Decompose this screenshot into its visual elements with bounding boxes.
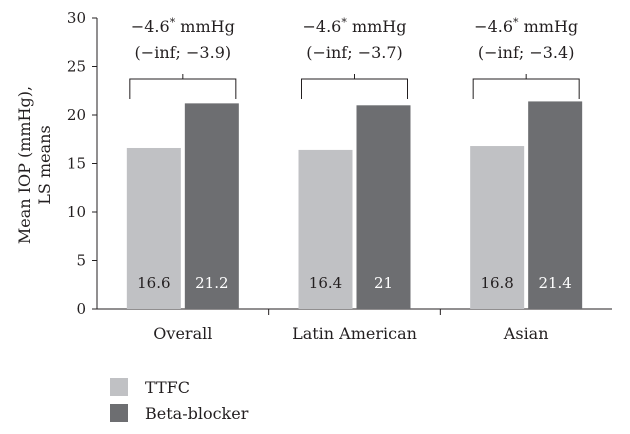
y-tick-label: 5 [76,252,86,270]
difference-annotation: −4.6* mmHg [303,16,407,36]
confidence-interval-annotation: (−inf; −3.7) [306,43,403,62]
y-axis-title: Mean IOP (mmHg), LS means [15,86,54,244]
bar [184,103,239,309]
bar [356,105,411,309]
y-tick-label: 0 [76,300,86,318]
bar-value-label: 16.4 [309,274,342,292]
legend-label: Beta-blocker [145,404,249,423]
confidence-interval-annotation: (−inf; −3.9) [135,43,232,62]
y-tick-label: 25 [67,58,86,76]
x-category-label: Latin American [292,324,417,343]
y-axis-label-line-1: Mean IOP (mmHg), [15,86,34,244]
comparison-bracket [472,78,580,99]
y-axis-label-line-2: LS means [35,125,54,204]
difference-annotation: −4.6* mmHg [474,16,578,36]
y-tick-label: 20 [67,106,86,124]
bar-value-label: 16.6 [137,274,170,292]
bar-value-label: 16.8 [480,274,513,292]
bar-value-label: 21.2 [195,274,228,292]
y-tick-label: 10 [67,203,86,221]
x-category-label: Asian [503,324,549,343]
difference-annotation: −4.6* mmHg [131,16,235,36]
x-category-label: Overall [153,324,212,343]
legend-label: TTFC [145,378,190,397]
y-tick-label: 30 [67,9,86,27]
bar [126,147,181,309]
confidence-interval-annotation: (−inf; −3.4) [478,43,575,62]
bar-value-label: 21.4 [538,274,571,292]
legend: TTFC Beta-blocker [110,378,249,423]
legend-swatch [110,378,128,396]
y-tick-label: 15 [67,155,86,173]
comparison-bracket [301,78,408,99]
comparison-bracket [129,78,237,99]
bar [298,149,353,309]
bar [470,146,525,309]
bar [528,101,583,309]
legend-swatch [110,404,128,422]
bar-value-label: 21 [374,274,393,292]
plot-area: 0 5 10 15 20 25 30 16.6 21.2 Overall −4.6* mmHg (−i… [67,9,612,343]
